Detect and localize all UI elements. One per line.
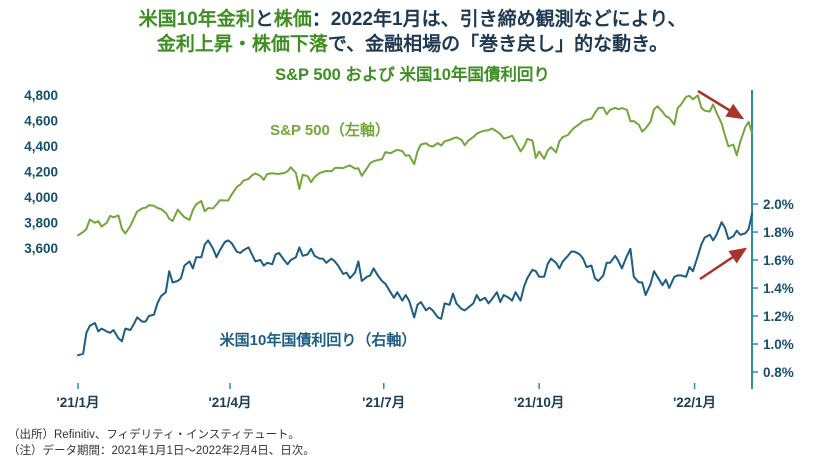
footer-notes: （出所）Refinitiv、フィデリティ・インスティテュート。 （注）データ期間… xyxy=(8,427,315,459)
y-axis-right-tick-label: 2.0% xyxy=(763,197,794,212)
x-axis-tick-label: '22/1月 xyxy=(673,395,716,410)
title-segment: と xyxy=(254,9,274,30)
y-axis-left-tick-label: 4,000 xyxy=(24,190,58,205)
yield-surge-arrow xyxy=(699,247,748,281)
y-axis-left-tick-label: 4,200 xyxy=(24,165,58,180)
title-segment: 米国10年金利 xyxy=(138,9,255,30)
page-title: 米国10年金利と株価：2022年1月は、引き締め観測などにより、 金利上昇・株価… xyxy=(0,0,825,57)
title-segment: ：2022年1月は、引き締め観測などにより、 xyxy=(311,9,687,30)
y-axis-left-tick-label: 3,600 xyxy=(24,241,58,256)
y-axis-left-tick-label: 4,800 xyxy=(24,88,58,103)
x-axis-tick-label: '21/10月 xyxy=(514,395,565,410)
sp500-series-label: S&P 500（左軸） xyxy=(270,121,390,139)
x-axis-tick-label: '21/1月 xyxy=(57,395,100,410)
title-segment: 株価 xyxy=(273,9,312,30)
x-axis-tick-label: '21/7月 xyxy=(362,395,405,410)
period-note: （注）データ期間：2021年1月1日〜2022年2月4日、日次。 xyxy=(8,445,315,457)
source-note: （出所）Refinitiv、フィデリティ・インスティテュート。 xyxy=(8,429,300,441)
y-axis-left-tick-label: 4,400 xyxy=(24,139,58,154)
y-axis-left-tick-label: 3,800 xyxy=(24,216,58,231)
title-line-2: 金利上昇・株価下落で、金融相場の「巻き戻し」的な動き。 xyxy=(0,32,825,57)
sp500-yield-chart: 4,800 4,600 4,400 4,200 4,000 3,800 3,600 2.0% 1… xyxy=(24,88,794,410)
us10y-series-label: 米国10年国債利回り（右軸） xyxy=(220,331,417,349)
y-axis-right-tick-label: 1.6% xyxy=(763,253,794,268)
y-axis-right-tick-label: 0.8% xyxy=(763,365,794,380)
us10y-line xyxy=(77,212,753,357)
sp500-pullback-arrow xyxy=(697,89,745,120)
y-axis-left-tick-label: 4,600 xyxy=(24,114,58,129)
y-axis-right-tick-label: 1.0% xyxy=(763,337,794,352)
title-line-1: 米国10年金利と株価：2022年1月は、引き締め観測などにより、 xyxy=(0,7,825,32)
title-segment: 金利上昇・株価下落 xyxy=(156,34,328,55)
y-axis-right-tick-label: 1.2% xyxy=(763,309,794,324)
y-axis-right-tick-label: 1.8% xyxy=(763,225,794,240)
sp500-line xyxy=(77,94,753,237)
y-axis-right-tick-label: 1.4% xyxy=(763,281,794,296)
title-segment: で、金融相場の「巻き戻し」的な動き。 xyxy=(327,34,669,55)
chart-title: S&P 500 および 米国10年国債利回り xyxy=(275,66,550,84)
x-axis-tick-label: '21/4月 xyxy=(209,395,252,410)
